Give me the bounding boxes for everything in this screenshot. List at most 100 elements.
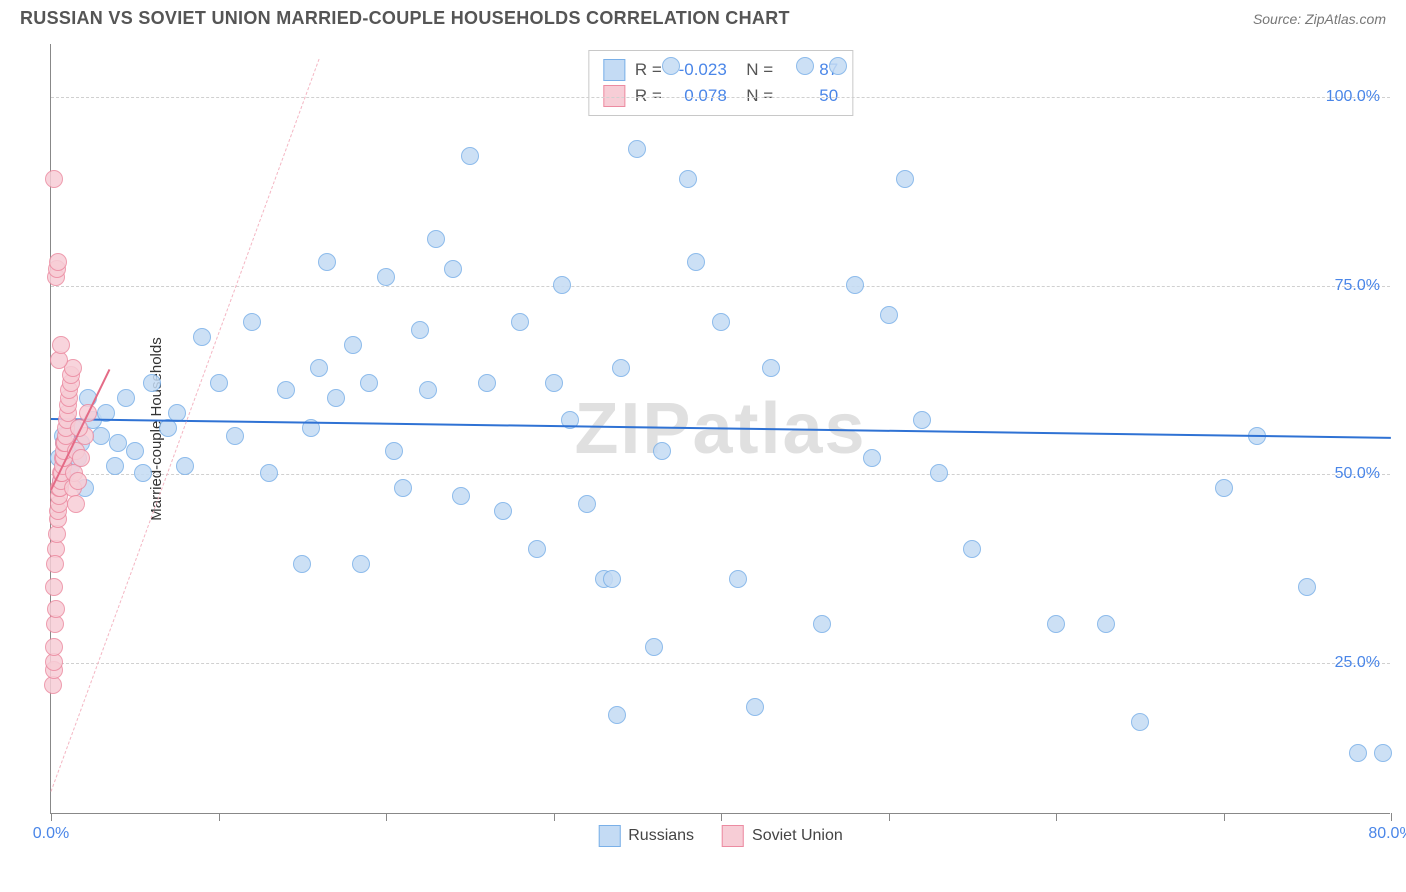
data-point [813, 615, 831, 633]
data-point [106, 457, 124, 475]
data-point [45, 638, 63, 656]
trend-line [51, 418, 1391, 439]
gridline [51, 474, 1390, 475]
legend-label: Soviet Union [752, 827, 843, 845]
data-point [1349, 744, 1367, 762]
chart-title: RUSSIAN VS SOVIET UNION MARRIED-COUPLE H… [20, 8, 790, 29]
stat-r-value: -0.023 [672, 60, 727, 80]
x-tick [219, 813, 220, 821]
source-attribution: Source: ZipAtlas.com [1253, 11, 1386, 27]
data-point [628, 140, 646, 158]
data-point [318, 253, 336, 271]
data-point [243, 313, 261, 331]
y-tick-label: 75.0% [1335, 277, 1380, 295]
gridline [51, 97, 1390, 98]
gridline [51, 286, 1390, 287]
data-point [49, 253, 67, 271]
data-point [578, 495, 596, 513]
data-point [427, 230, 445, 248]
data-point [46, 555, 64, 573]
data-point [608, 706, 626, 724]
data-point [344, 336, 362, 354]
x-tick-label: 0.0% [33, 825, 69, 843]
data-point [327, 389, 345, 407]
data-point [45, 578, 63, 596]
data-point [712, 313, 730, 331]
data-point [385, 442, 403, 460]
data-point [277, 381, 295, 399]
data-point [1298, 578, 1316, 596]
data-point [143, 374, 161, 392]
data-point [352, 555, 370, 573]
scatter-chart: Married-couple Households ZIPatlas R =-0… [50, 44, 1390, 814]
legend-label: Russians [628, 827, 694, 845]
data-point [117, 389, 135, 407]
data-point [1215, 479, 1233, 497]
y-tick-label: 50.0% [1335, 465, 1380, 483]
data-point [545, 374, 563, 392]
data-point [653, 442, 671, 460]
data-point [293, 555, 311, 573]
data-point [1131, 713, 1149, 731]
x-tick [554, 813, 555, 821]
data-point [45, 170, 63, 188]
data-point [687, 253, 705, 271]
data-point [612, 359, 630, 377]
x-tick [51, 813, 52, 821]
data-point [896, 170, 914, 188]
data-point [310, 359, 328, 377]
data-point [193, 328, 211, 346]
data-point [494, 502, 512, 520]
legend-item: Russians [598, 825, 694, 847]
legend-swatch [603, 59, 625, 81]
data-point [746, 698, 764, 716]
y-tick-label: 100.0% [1326, 88, 1380, 106]
data-point [679, 170, 697, 188]
data-point [880, 306, 898, 324]
data-point [1097, 615, 1115, 633]
data-point [762, 359, 780, 377]
x-tick [1224, 813, 1225, 821]
data-point [829, 57, 847, 75]
data-point [662, 57, 680, 75]
data-point [72, 449, 90, 467]
data-point [796, 57, 814, 75]
data-point [461, 147, 479, 165]
data-point [411, 321, 429, 339]
data-point [846, 276, 864, 294]
data-point [260, 464, 278, 482]
data-point [109, 434, 127, 452]
data-point [126, 442, 144, 460]
data-point [377, 268, 395, 286]
legend-swatch [598, 825, 620, 847]
data-point [47, 600, 65, 618]
data-point [528, 540, 546, 558]
data-point [1374, 744, 1392, 762]
series-legend: Russians Soviet Union [598, 825, 843, 847]
x-tick [1391, 813, 1392, 821]
data-point [729, 570, 747, 588]
data-point [210, 374, 228, 392]
data-point [134, 464, 152, 482]
legend-swatch [722, 825, 744, 847]
stat-n-label: N = [737, 60, 773, 80]
legend-item: Soviet Union [722, 825, 843, 847]
data-point [963, 540, 981, 558]
data-point [52, 336, 70, 354]
x-tick [721, 813, 722, 821]
data-point [176, 457, 194, 475]
data-point [645, 638, 663, 656]
y-tick-label: 25.0% [1335, 654, 1380, 672]
data-point [478, 374, 496, 392]
data-point [1047, 615, 1065, 633]
data-point [511, 313, 529, 331]
x-tick [889, 813, 890, 821]
data-point [69, 472, 87, 490]
x-tick [1056, 813, 1057, 821]
data-point [863, 449, 881, 467]
data-point [419, 381, 437, 399]
data-point [913, 411, 931, 429]
data-point [444, 260, 462, 278]
data-point [452, 487, 470, 505]
data-point [394, 479, 412, 497]
